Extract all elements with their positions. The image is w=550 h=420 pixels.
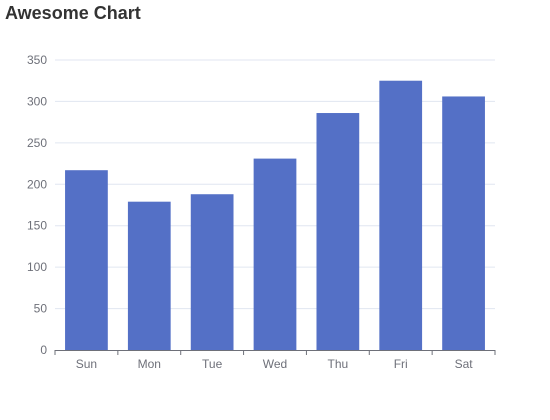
x-tick-label: Wed: [263, 357, 287, 371]
y-tick-label: 350: [27, 53, 47, 67]
y-tick-label: 200: [27, 177, 47, 191]
y-tick-label: 150: [27, 219, 47, 233]
x-tick-label: Tue: [202, 357, 223, 371]
y-tick-label: 250: [27, 136, 47, 150]
y-tick-label: 300: [27, 94, 47, 108]
bar-mon[interactable]: [127, 201, 171, 350]
bar-sat[interactable]: [442, 96, 485, 350]
chart-title: Awesome Chart: [5, 3, 141, 23]
x-tick-label: Sun: [76, 357, 97, 371]
x-tick-label: Fri: [394, 357, 408, 371]
y-tick-label: 100: [27, 260, 47, 274]
bar-sun[interactable]: [65, 170, 108, 350]
bar-wed[interactable]: [253, 158, 297, 350]
bar-tue[interactable]: [190, 194, 234, 350]
bar-fri[interactable]: [379, 80, 423, 350]
bars: [65, 80, 485, 351]
x-axis: Sun Mon Tue Wed Thu Fri Sat: [54, 350, 496, 371]
y-tick-label: 50: [34, 302, 48, 316]
x-tick-label: Thu: [328, 357, 349, 371]
x-tick-label: Sat: [455, 357, 474, 371]
y-tick-label: 0: [40, 343, 47, 357]
bar-thu[interactable]: [316, 113, 360, 351]
y-axis: 0 50 100 150 200 250 300 350: [27, 53, 47, 357]
x-tick-label: Mon: [138, 357, 161, 371]
